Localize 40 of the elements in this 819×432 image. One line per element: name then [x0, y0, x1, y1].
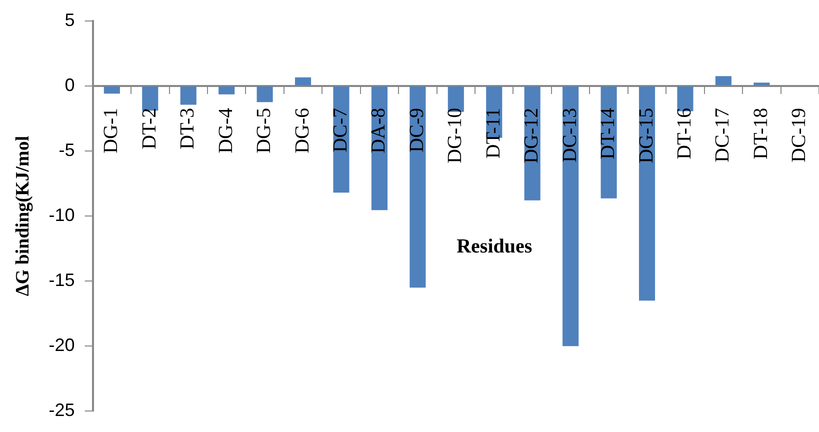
y-tick-label: 0 [64, 74, 75, 95]
x-tick-label: DT-3 [176, 108, 199, 150]
x-tick-label: DT-18 [750, 108, 772, 160]
x-tick-label: DG-15 [635, 108, 658, 164]
bar [256, 86, 273, 102]
bar [410, 86, 426, 288]
bar [104, 86, 120, 94]
y-tick-label: -10 [48, 204, 75, 225]
x-tick-label: DG-6 [291, 108, 314, 154]
x-tick-label: DT-14 [597, 108, 620, 160]
x-tick-label: DG-5 [253, 108, 276, 154]
y-tick-label: -25 [48, 400, 75, 420]
y-tick-label: -5 [58, 140, 75, 160]
x-tick-label: DC-13 [558, 108, 581, 162]
bar [180, 86, 196, 105]
x-tick-label: DT-16 [673, 108, 696, 160]
x-tick-label: DC-9 [406, 108, 428, 152]
bar [142, 86, 158, 111]
x-tick-label: DT-11 [482, 108, 504, 159]
bar [218, 86, 235, 94]
y-tick-label: -20 [48, 335, 75, 356]
x-tick-label: DT-2 [138, 108, 160, 150]
bar [295, 77, 312, 86]
x-tick-label: DG-4 [214, 108, 237, 154]
bar [715, 76, 732, 86]
bar [638, 86, 656, 301]
x-axis-title: Residues [456, 235, 532, 258]
bar [562, 86, 579, 346]
x-tick-label: DG-1 [100, 108, 122, 154]
x-tick-label: DG-12 [520, 108, 543, 164]
bar [333, 86, 350, 193]
bar [754, 82, 770, 86]
x-tick-label: DC-19 [788, 108, 810, 162]
x-tick-label: DA-8 [368, 108, 390, 154]
y-tick-label: -15 [48, 270, 75, 290]
x-tick-label: DG-10 [444, 108, 466, 164]
x-tick-label: DC-17 [712, 108, 734, 162]
y-axis-title: ΔG binding(KJ/mol [12, 136, 34, 296]
x-tick-label: DC-7 [329, 108, 352, 152]
y-tick-label: 5 [64, 10, 75, 30]
